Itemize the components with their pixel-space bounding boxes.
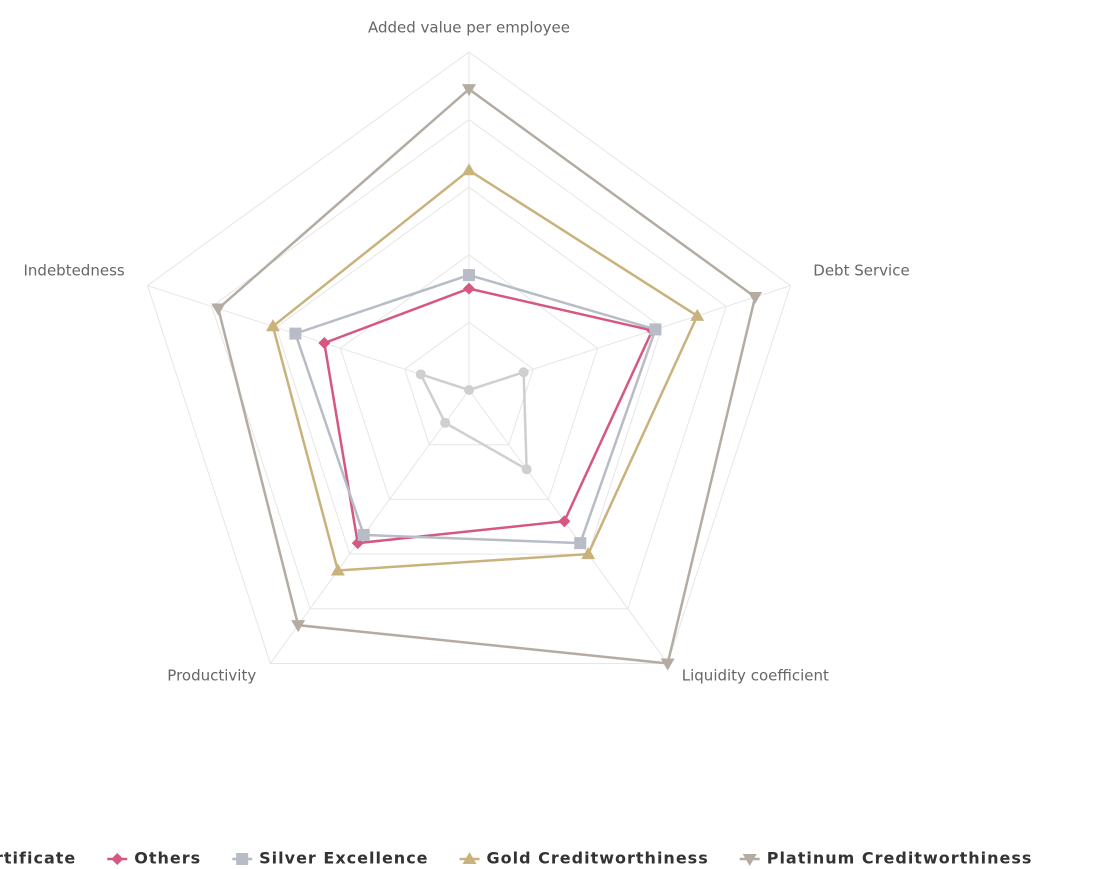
series-line [418,370,528,472]
point [649,323,662,336]
point [521,464,532,475]
series-line [293,273,658,545]
axis-line [468,389,669,664]
point [462,163,476,176]
legend-item: rtificate [0,849,76,868]
legend-item: Platinum Creditworthiness [739,849,1033,868]
point [291,620,306,633]
point [518,367,529,378]
point [558,515,571,528]
point [265,319,280,332]
axis-label: Added value per employee [368,19,570,37]
point [111,853,124,865]
legend-text: Silver Excellence [259,849,428,868]
point [464,385,474,395]
legend-text: Gold Creditworthiness [487,849,709,868]
series-line [216,87,757,665]
point [742,854,757,866]
point [463,282,475,295]
axis-label: Debt Service [813,262,909,280]
legend-item: Gold Creditworthiness [459,849,709,868]
grid-ring [339,254,599,500]
axis-label: Indebtedness [24,262,125,280]
legend-text: rtificate [0,849,76,868]
point [357,528,370,541]
point [660,658,675,671]
series-line [322,287,655,545]
axis-label: Productivity [167,666,256,684]
point [236,853,249,865]
axis-label: Liquidity coefficient [682,666,829,684]
point [462,84,476,97]
point [415,369,426,380]
legend-text: Platinum Creditworthiness [767,849,1033,868]
point [330,563,345,576]
legend-item: Others [107,849,201,868]
point [462,852,477,864]
grid-ring [146,51,792,664]
point [211,303,226,316]
point [463,269,475,282]
point [574,537,587,550]
point [690,308,705,321]
point [440,417,451,428]
point [581,547,596,560]
legend-item: Silver Excellence [232,849,428,868]
axis-line [147,285,470,391]
grid-ring [404,321,534,446]
series-line [271,168,699,572]
axis-line [269,389,470,664]
point [318,336,331,349]
legend-text: Others [134,849,201,868]
grid-ring [275,186,663,555]
point [289,327,302,340]
point [748,292,763,305]
